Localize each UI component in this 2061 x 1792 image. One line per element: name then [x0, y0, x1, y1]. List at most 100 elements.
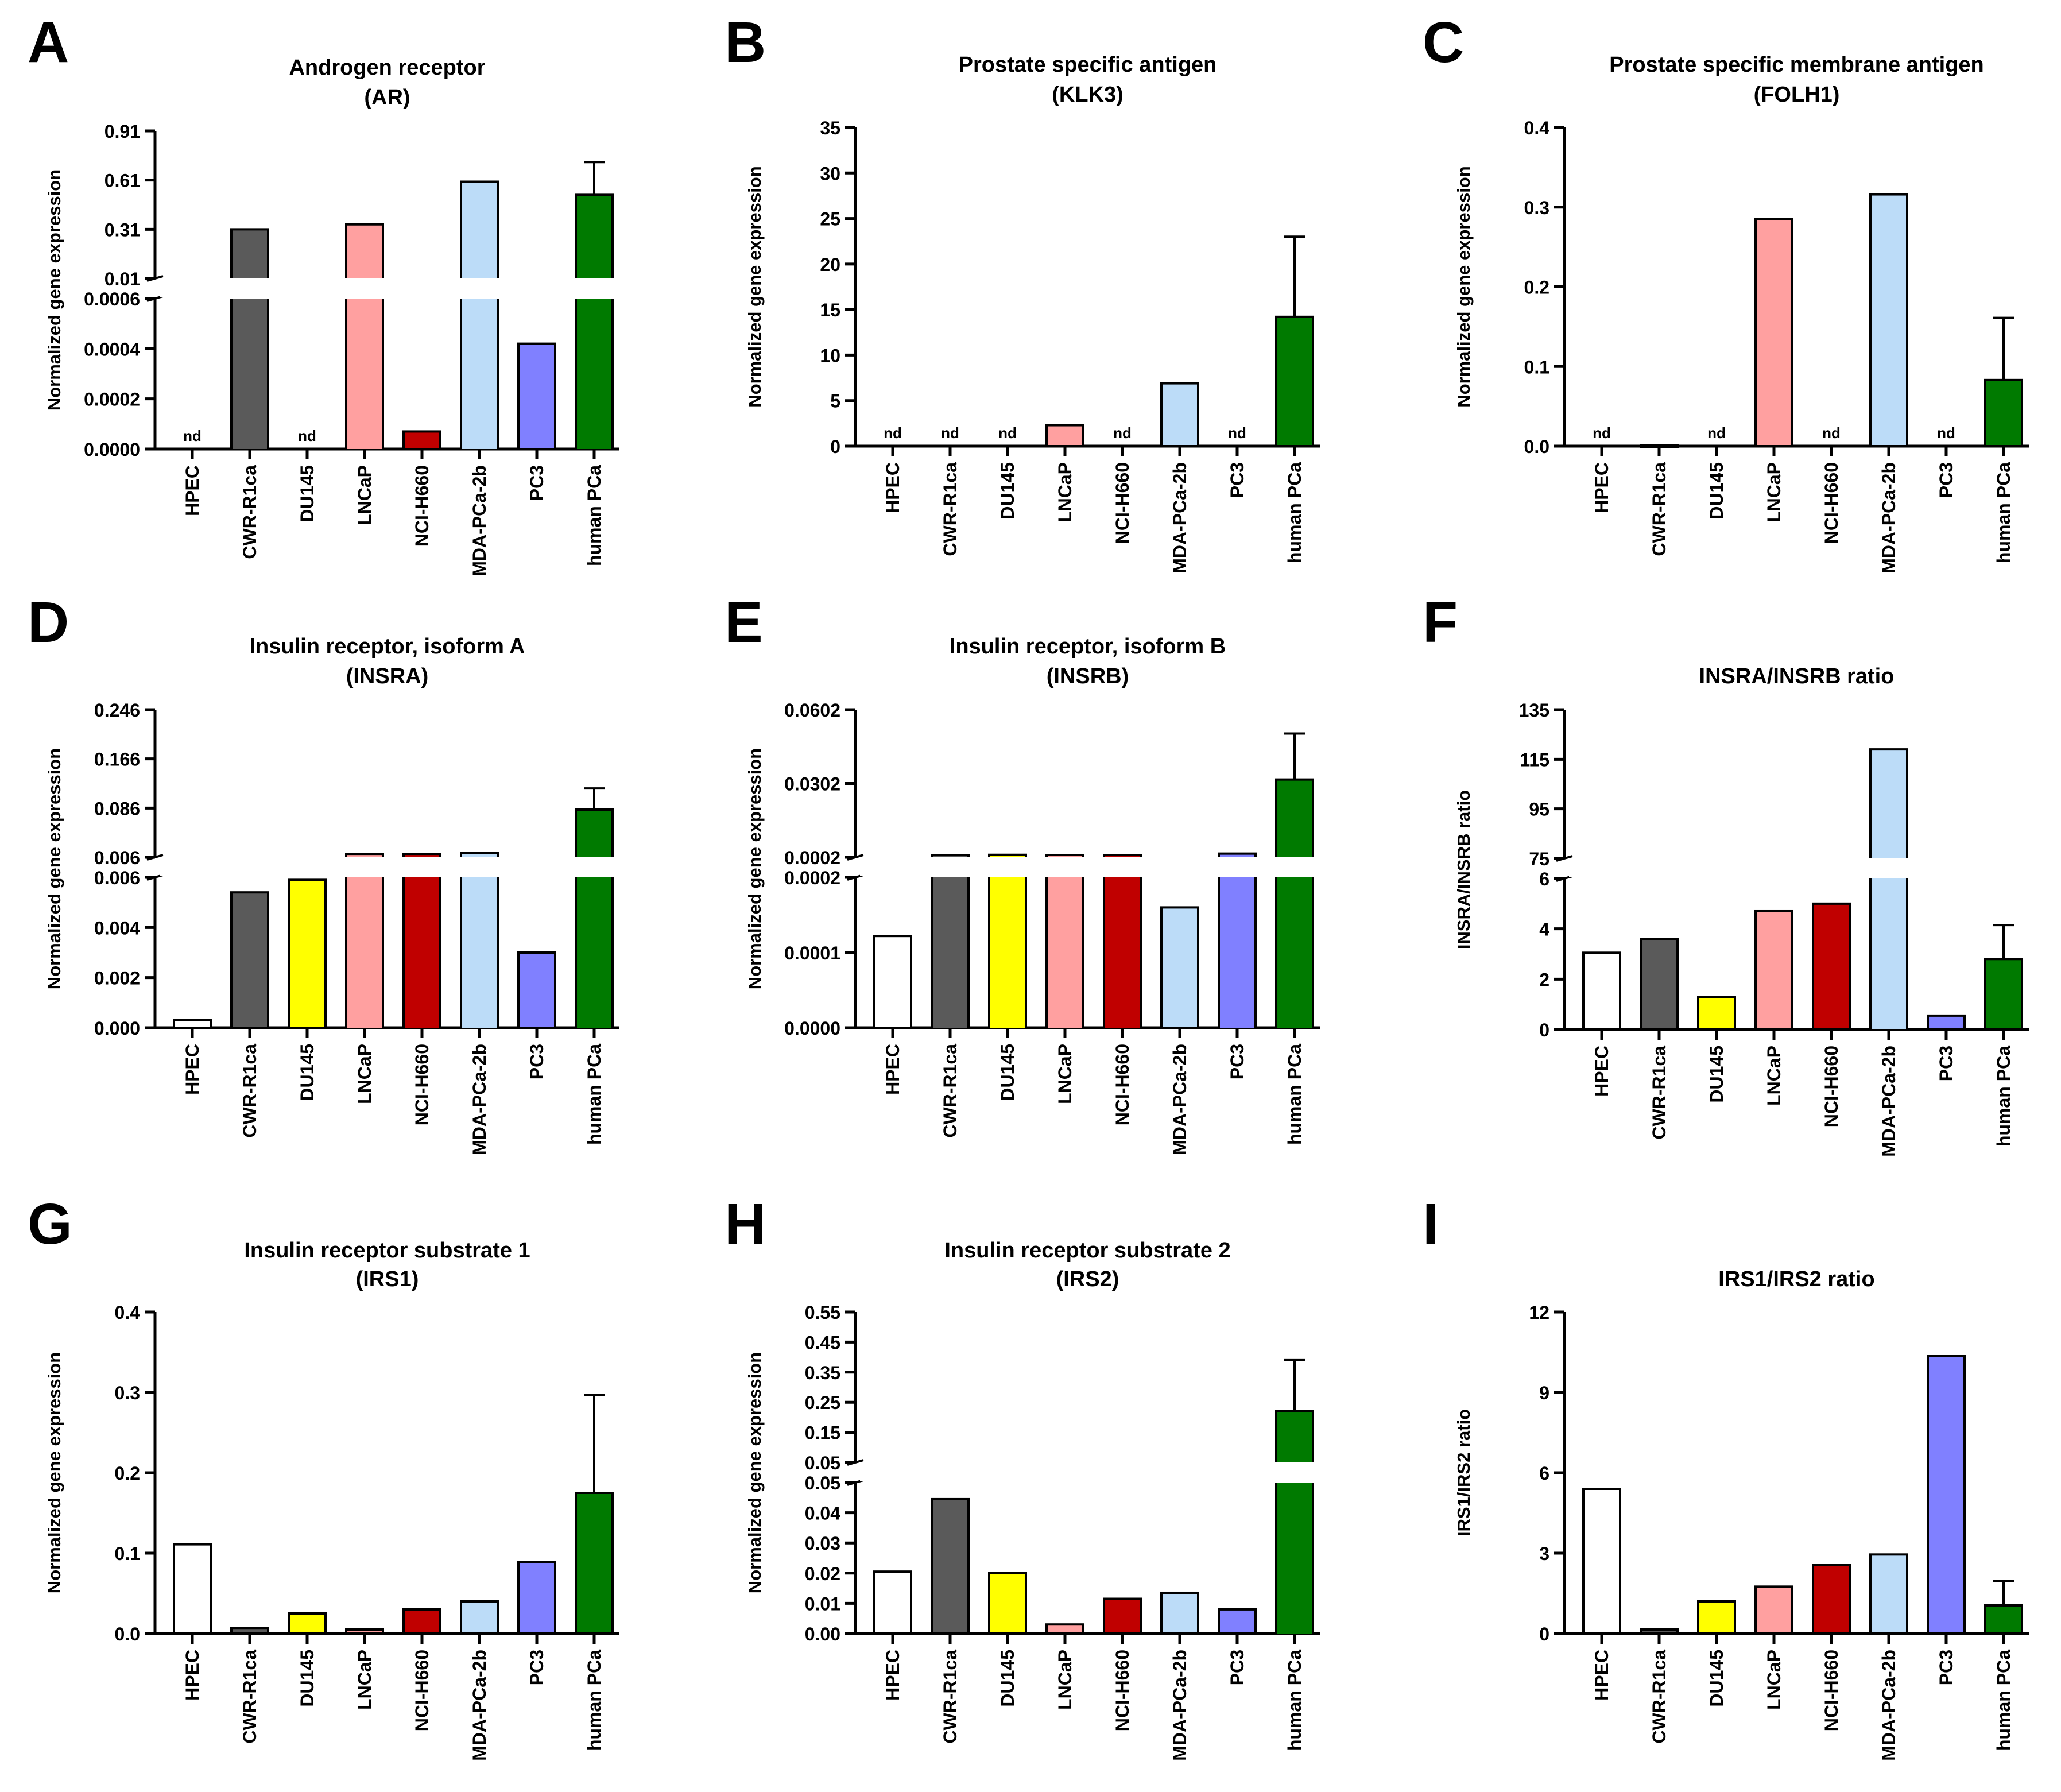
chart-panel-i: I IRS1/IRS2 ratio 0 3 6 9 12 IRS1/IRS2 ratio HPE… — [1423, 1192, 2029, 1761]
y-tick-label: 0.35 — [805, 1363, 840, 1383]
y-tick-label: 0.0302 — [784, 774, 840, 795]
nd-label: nd — [1937, 424, 1955, 442]
chart-title: Insulin receptor, isoform A — [249, 634, 525, 659]
x-tick-label: PC3 — [1936, 1650, 1957, 1685]
y-tick-label: 0.05 — [805, 1453, 840, 1473]
x-tick-label: MDA-PCa-2b — [1878, 1650, 1899, 1761]
bar — [576, 877, 613, 1028]
bar — [1045, 1623, 1084, 1635]
bar — [231, 229, 268, 278]
chart-panel-a: A Androgen receptor (AR) 0.0000 0.0002 0.0004… — [28, 10, 619, 576]
bar — [346, 877, 383, 1028]
x-tick-label: HPEC — [182, 1650, 203, 1701]
x-tick-label: DU145 — [1706, 462, 1727, 520]
x-tick-label: DU145 — [997, 1650, 1018, 1707]
y-tick-label: 0.55 — [805, 1302, 840, 1323]
x-tick-label: MDA-PCa-2b — [1169, 1044, 1190, 1155]
bar — [402, 1608, 441, 1635]
x-tick-label: PC3 — [526, 1650, 547, 1685]
y-tick-label: 0.0602 — [784, 700, 840, 721]
chart-title: INSRA/INSRB ratio — [1699, 664, 1895, 688]
bar — [1640, 1628, 1679, 1635]
bar — [230, 1627, 269, 1635]
panel-letter: H — [725, 1192, 766, 1256]
y-axis-label: INSRA/INSRB ratio — [1454, 790, 1474, 949]
x-tick-label: CWR-R1ca — [239, 1044, 260, 1138]
chart-title: (INSRB) — [1047, 664, 1129, 688]
y-tick-label: 0.0001 — [784, 943, 840, 963]
bar — [1640, 444, 1679, 448]
x-tick-label: human PCa — [584, 1044, 605, 1145]
x-tick-label: DU145 — [297, 1044, 317, 1101]
axis-break-gap — [160, 280, 619, 297]
nd-label: nd — [1228, 424, 1246, 442]
bar — [1160, 382, 1199, 447]
y-tick-label: 95 — [1529, 799, 1549, 820]
nd-label: nd — [998, 424, 1017, 442]
x-tick-label: DU145 — [297, 465, 317, 522]
bar — [1870, 749, 1907, 858]
x-tick-label: MDA-PCa-2b — [1878, 1046, 1899, 1157]
bar — [873, 1570, 912, 1635]
y-tick-label: 0 — [1539, 1020, 1549, 1040]
bar — [461, 299, 498, 449]
y-tick-label: 0.3 — [115, 1383, 140, 1403]
y-tick-label: 115 — [1520, 749, 1549, 770]
chart-title: (AR) — [364, 86, 410, 110]
x-tick-label: DU145 — [1706, 1650, 1727, 1707]
bar — [1219, 853, 1256, 857]
x-tick-label: PC3 — [1936, 1046, 1957, 1081]
x-tick-label: human PCa — [1993, 1650, 2014, 1751]
bar — [173, 1019, 212, 1029]
axis-break-gap — [1569, 860, 2029, 877]
nd-label: nd — [298, 427, 316, 444]
y-tick-label: 3 — [1539, 1543, 1549, 1564]
y-tick-label: 0.01 — [104, 269, 140, 289]
bar — [231, 299, 268, 449]
x-tick-label: CWR-R1ca — [239, 465, 260, 559]
y-tick-label: 0.61 — [104, 171, 140, 191]
x-tick-label: CWR-R1ca — [239, 1650, 260, 1744]
x-tick-label: LNCaP — [354, 1044, 375, 1104]
y-tick-label: 0.0002 — [784, 847, 840, 868]
y-tick-label: 0.166 — [94, 749, 140, 770]
y-axis-label: Normalized gene expression — [44, 169, 64, 411]
x-tick-label: human PCa — [584, 465, 605, 566]
x-tick-label: CWR-R1ca — [1649, 462, 1669, 556]
bar — [1927, 1355, 1966, 1635]
y-tick-label: 0.04 — [805, 1503, 840, 1524]
bar — [1582, 951, 1621, 1031]
y-tick-label: 6 — [1539, 1463, 1549, 1484]
panel-letter: B — [725, 10, 766, 75]
bar — [461, 181, 498, 278]
bar — [575, 1492, 614, 1635]
panel-letter: C — [1423, 10, 1464, 75]
bar — [402, 430, 441, 451]
chart-title: Insulin receptor, isoform B — [950, 634, 1226, 659]
x-tick-label: MDA-PCa-2b — [469, 1650, 490, 1761]
x-tick-label: CWR-R1ca — [1649, 1046, 1669, 1140]
x-tick-label: PC3 — [526, 465, 547, 501]
chart-title: (FOLH1) — [1754, 83, 1840, 107]
x-tick-label: NCI-H660 — [1821, 462, 1842, 544]
bar — [1697, 1600, 1736, 1635]
bar — [1640, 938, 1679, 1031]
y-tick-label: 0.03 — [805, 1533, 840, 1554]
x-tick-label: PC3 — [1227, 462, 1248, 498]
x-tick-label: HPEC — [182, 1044, 203, 1095]
chart-title: Insulin receptor substrate 1 — [244, 1238, 530, 1263]
bar — [576, 195, 613, 278]
x-tick-label: MDA-PCa-2b — [1169, 462, 1190, 574]
y-tick-label: 0.0002 — [84, 389, 140, 410]
panel-letter: D — [28, 590, 69, 655]
y-tick-label: 0.2 — [1524, 277, 1549, 298]
y-tick-label: 75 — [1529, 849, 1549, 869]
chart-panel-d: D Insulin receptor, isoform A (INSRA) 0.000… — [28, 590, 619, 1155]
bar — [988, 1572, 1027, 1635]
y-tick-label: 0.31 — [104, 219, 140, 240]
chart-title: IRS1/IRS2 ratio — [1718, 1267, 1874, 1291]
bar — [931, 1497, 970, 1635]
nd-label: nd — [941, 424, 959, 442]
x-tick-label: human PCa — [1993, 462, 2014, 563]
x-tick-label: human PCa — [1284, 1650, 1305, 1751]
